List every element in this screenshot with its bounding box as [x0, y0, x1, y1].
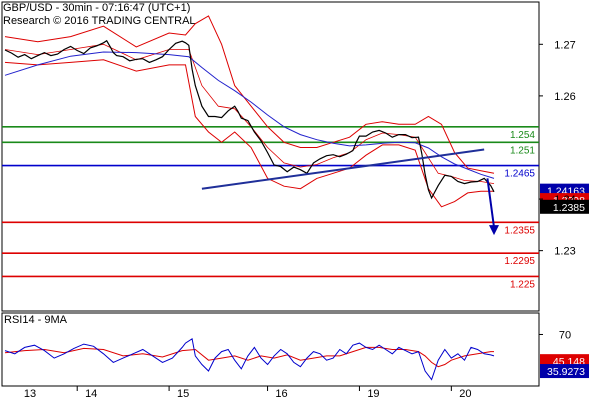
level-pivot-label: 1.2465: [504, 169, 535, 180]
x-tick-label-1: 14: [85, 388, 97, 400]
copyright-source: Research © 2016 TRADING CENTRAL: [3, 15, 196, 27]
y-tick-label-3: 1.23: [554, 246, 575, 258]
rsi-value-tag-box: [540, 364, 589, 379]
rsi-y-tick-label-0: 70: [559, 329, 571, 341]
level-resistance-2-label: 1.251: [510, 145, 535, 156]
rsi-plot-frame: [1, 312, 540, 387]
x-tick-label-4: 19: [367, 388, 379, 400]
x-tick-label-5: 20: [459, 388, 471, 400]
x-tick-label-0: 13: [24, 388, 36, 400]
ma-value-tag-label: 1.2385: [553, 202, 585, 214]
y-tick-label-2: 1.24: [554, 194, 575, 206]
chart-title: GBP/USD - 30min - 07:16:47 (UTC+1): [3, 2, 191, 14]
x-tick-label-3: 16: [275, 388, 287, 400]
trendline: [201, 148, 485, 190]
rsi-line: [4, 337, 495, 381]
rsi-ma-line: [4, 346, 494, 368]
bollinger-lower-band: [4, 59, 494, 208]
level-resistance-1-label: 1.254: [510, 130, 535, 141]
level-support-2-label: 1.2295: [504, 256, 535, 267]
level-support-1-label: 1.2355: [504, 225, 535, 236]
forecast-arrow-shaft: [486, 178, 495, 228]
ma-value-tag-box: [540, 199, 589, 214]
forecast-arrow-head: [489, 225, 499, 236]
rsi-title: RSI14 - 9MA: [4, 314, 68, 326]
main-plot-frame: [1, 1, 540, 312]
moving-average-line: [4, 51, 495, 179]
y-tick-label-1: 1.26: [554, 91, 575, 103]
level-support-3-label: 1.225: [510, 279, 535, 290]
bollinger-middle-band: [4, 43, 495, 184]
rsi-value-tag-label: 35.9273: [547, 366, 585, 378]
y-tick-label-0: 1.27: [554, 39, 575, 51]
price-series: [4, 39, 495, 200]
x-tick-label-2: 15: [177, 388, 189, 400]
bollinger-upper-band: [4, 15, 495, 174]
